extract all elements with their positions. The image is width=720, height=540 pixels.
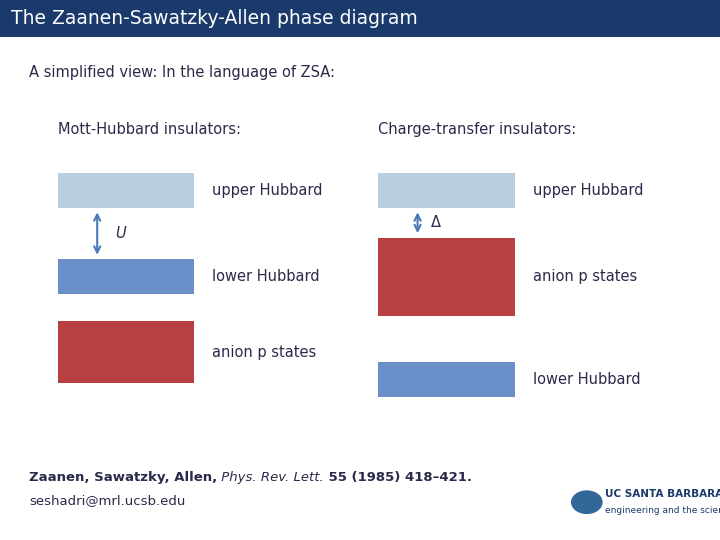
- Text: upper Hubbard: upper Hubbard: [533, 183, 643, 198]
- Text: The Zaanen-Sawatzky-Allen phase diagram: The Zaanen-Sawatzky-Allen phase diagram: [11, 9, 418, 28]
- Text: lower Hubbard: lower Hubbard: [533, 372, 640, 387]
- Bar: [58, 173, 194, 208]
- Bar: [0, 0, 720, 37]
- Text: upper Hubbard: upper Hubbard: [212, 183, 323, 198]
- Text: anion p states: anion p states: [533, 269, 637, 284]
- Text: lower Hubbard: lower Hubbard: [212, 269, 320, 284]
- Text: Mott-Hubbard insulators:: Mott-Hubbard insulators:: [58, 122, 240, 137]
- Text: seshadri@mrl.ucsb.edu: seshadri@mrl.ucsb.edu: [29, 494, 185, 507]
- Text: Δ: Δ: [431, 215, 441, 230]
- Bar: [378, 362, 515, 397]
- Circle shape: [571, 490, 603, 514]
- Bar: [378, 173, 515, 208]
- Text: A simplified view: In the language of ZSA:: A simplified view: In the language of ZS…: [29, 65, 335, 80]
- Text: U: U: [115, 226, 126, 241]
- Text: 55 (1985) 418–421.: 55 (1985) 418–421.: [324, 471, 472, 484]
- Text: Zaanen, Sawatzky, Allen,: Zaanen, Sawatzky, Allen,: [29, 471, 217, 484]
- Bar: [58, 321, 194, 383]
- Bar: [58, 259, 194, 294]
- Text: anion p states: anion p states: [212, 345, 317, 360]
- Text: Phys. Rev. Lett.: Phys. Rev. Lett.: [217, 471, 324, 484]
- Text: UC SANTA BARBARA: UC SANTA BARBARA: [605, 489, 720, 499]
- Text: engineering and the sciences: engineering and the sciences: [605, 506, 720, 515]
- Bar: [378, 238, 515, 316]
- Text: Charge-transfer insulators:: Charge-transfer insulators:: [378, 122, 576, 137]
